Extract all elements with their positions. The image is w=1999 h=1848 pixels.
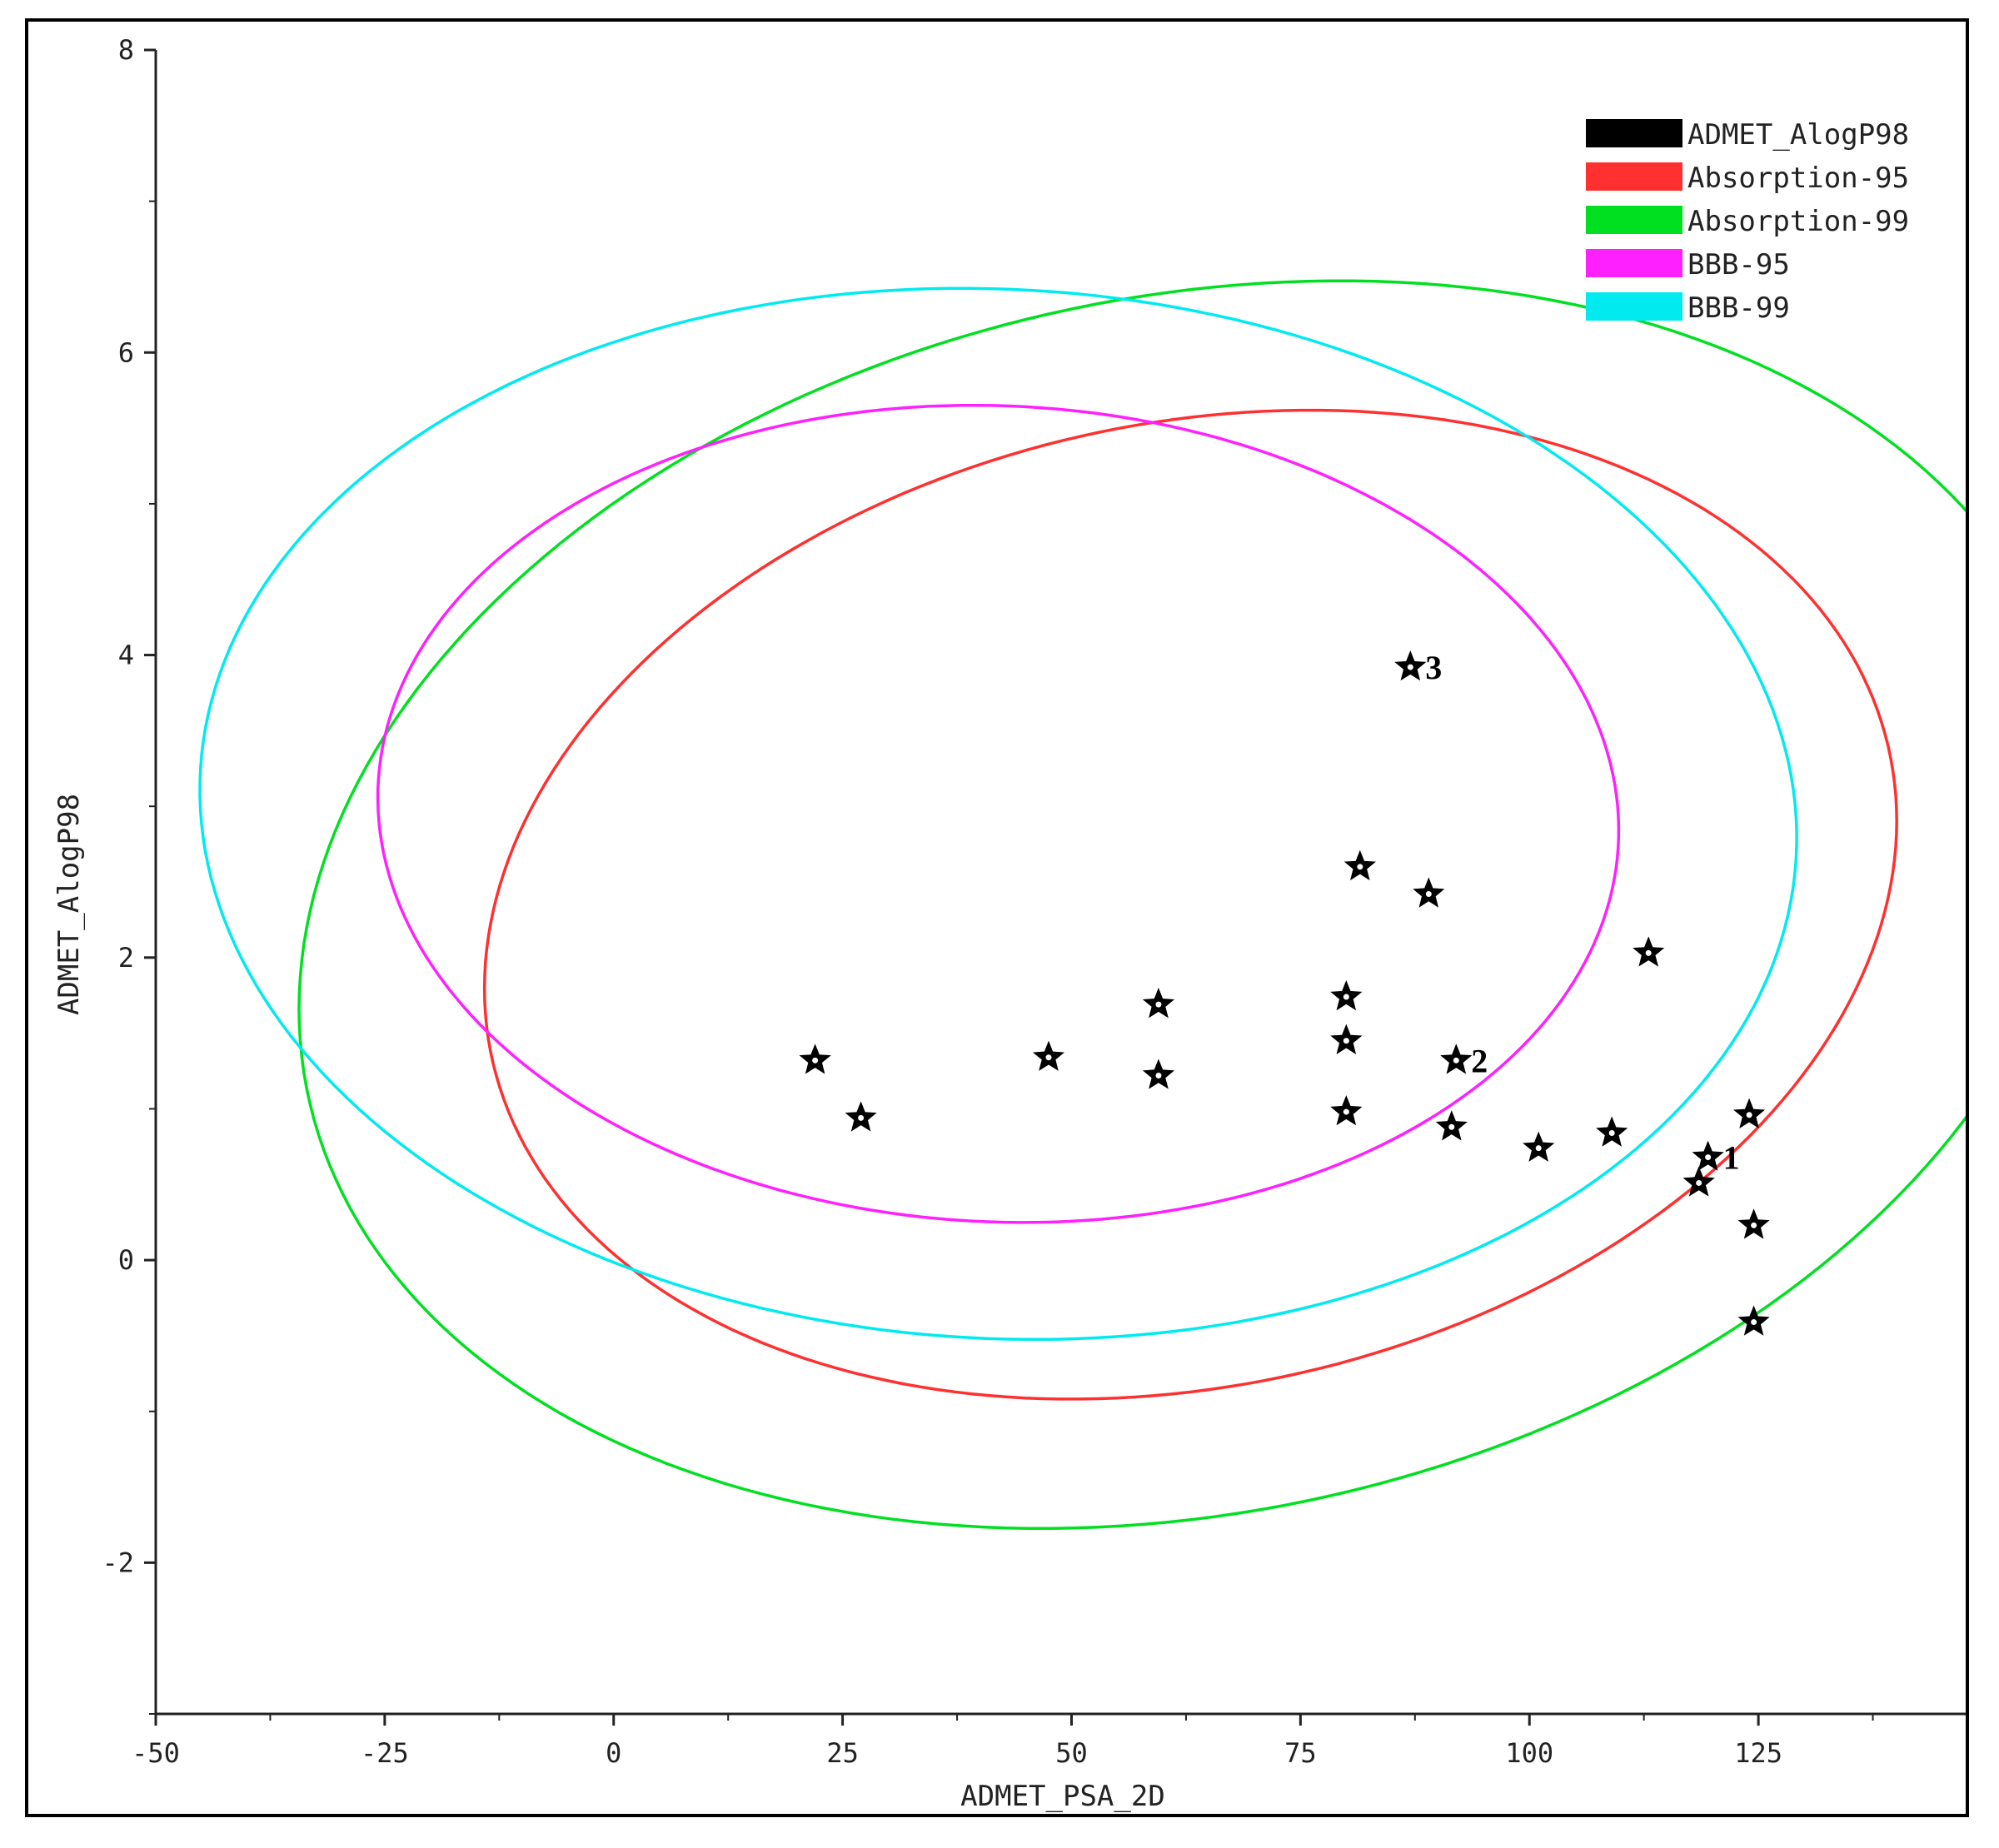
y-tick-label: 6 xyxy=(118,336,134,368)
axis-ticks: -50 -25 0 25 50 75 100 125 -2 0 2 4 6 8 xyxy=(102,34,1874,1769)
data-point-center xyxy=(1343,1038,1349,1044)
x-tick-label: 50 xyxy=(1055,1737,1088,1769)
legend-swatch xyxy=(1586,206,1682,234)
data-point-center xyxy=(1751,1222,1757,1228)
data-point-center xyxy=(1645,949,1652,956)
y-tick-label: 4 xyxy=(118,640,134,671)
ellipse-absorption-99 xyxy=(297,279,1966,1531)
x-tick-label: -50 xyxy=(132,1737,180,1769)
confidence-ellipses xyxy=(198,279,1966,1531)
y-tick-label: 2 xyxy=(118,942,134,974)
ellipse-absorption-95 xyxy=(482,408,1898,1401)
legend-swatch xyxy=(1586,162,1682,191)
data-points: 3 2 1 xyxy=(799,649,1770,1336)
y-tick-label: 8 xyxy=(118,34,134,66)
data-point-center xyxy=(1535,1145,1542,1152)
data-point-center xyxy=(1155,1072,1162,1078)
legend-swatch xyxy=(1586,249,1682,277)
data-point-center xyxy=(1357,864,1363,870)
data-point-center xyxy=(1751,1319,1757,1326)
legend: ADMET_AlogP98 Absorption-95 Absorption-99 B… xyxy=(1586,118,1909,325)
axes: ADMET_PSA_2D ADMET_AlogP98 xyxy=(52,50,1966,1813)
point-label: 1 xyxy=(1723,1139,1740,1177)
data-point-center xyxy=(1155,1001,1162,1008)
x-tick-label: 75 xyxy=(1284,1737,1317,1769)
data-point-center xyxy=(1448,1123,1455,1130)
data-point-center xyxy=(1608,1130,1615,1137)
legend-label: Absorption-95 xyxy=(1687,162,1909,195)
x-tick-label: 0 xyxy=(606,1737,621,1769)
x-tick-label: 125 xyxy=(1734,1737,1782,1769)
ellipse-bbb-95 xyxy=(376,403,1621,1224)
x-tick-label: 25 xyxy=(826,1737,859,1769)
legend-swatch xyxy=(1586,292,1682,321)
data-point-center xyxy=(1045,1054,1052,1061)
data-point-center xyxy=(1407,664,1413,670)
y-axis-title: ADMET_AlogP98 xyxy=(52,794,86,1015)
x-tick-label: 100 xyxy=(1505,1737,1553,1769)
x-tick-label: -25 xyxy=(361,1737,409,1769)
ellipse-bbb-99 xyxy=(198,286,1798,1342)
x-axis-title: ADMET_PSA_2D xyxy=(960,1780,1165,1813)
legend-label: BBB-95 xyxy=(1687,248,1790,281)
data-point-center xyxy=(812,1057,819,1063)
data-point-center xyxy=(1705,1154,1712,1161)
y-tick-label: 0 xyxy=(118,1244,134,1276)
legend-swatch xyxy=(1586,119,1682,147)
y-tick-label: -2 xyxy=(102,1547,134,1578)
data-point-center xyxy=(1746,1112,1752,1118)
data-point-center xyxy=(1453,1057,1459,1063)
point-label: 2 xyxy=(1471,1042,1488,1079)
data-point-center xyxy=(1343,994,1349,1000)
chart-frame: ADMET_PSA_2D ADMET_AlogP98 -50 -25 0 25 50 75… xyxy=(25,18,1969,1817)
data-point-center xyxy=(1696,1179,1702,1186)
point-label: 3 xyxy=(1425,649,1442,686)
scatter-chart: ADMET_PSA_2D ADMET_AlogP98 -50 -25 0 25 50 75… xyxy=(52,34,1966,1813)
legend-label: ADMET_AlogP98 xyxy=(1687,118,1909,152)
data-point-center xyxy=(1343,1108,1349,1115)
legend-label: BBB-99 xyxy=(1687,291,1790,325)
legend-label: Absorption-99 xyxy=(1687,205,1909,238)
data-point-center xyxy=(1425,891,1432,898)
data-point-center xyxy=(858,1114,865,1121)
